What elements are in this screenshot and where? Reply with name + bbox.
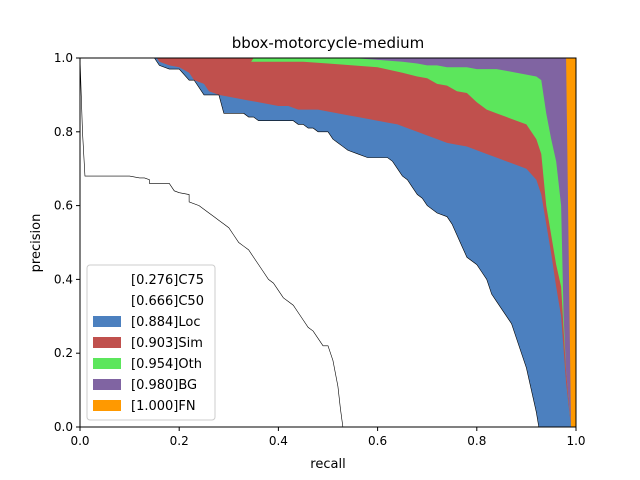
chart-title: bbox-motorcycle-medium [232, 34, 425, 52]
legend: [0.276]C75 [0.666]C50 [0.884]Loc [0.903]Sim… [86, 264, 216, 421]
y-tick-label: 1.0 [54, 51, 73, 65]
y-axis-label: precision [29, 214, 44, 273]
legend-swatch [93, 358, 121, 369]
plot-frame [79, 57, 577, 428]
y-tick-label: 0.4 [54, 272, 73, 286]
legend-label: [0.903]Sim [131, 336, 203, 351]
legend-label: [0.276]C75 [131, 273, 204, 288]
legend-label: [0.666]C50 [131, 294, 204, 309]
x-tick-label: 0.4 [269, 434, 288, 448]
y-tick-label: 0.6 [54, 199, 73, 213]
legend-swatch [93, 274, 121, 285]
legend-swatch [93, 337, 121, 348]
x-tick-label: 0.0 [70, 434, 89, 448]
x-tick-label: 0.6 [368, 434, 387, 448]
legend-swatch [93, 400, 121, 411]
legend-label: [0.884]Loc [131, 315, 200, 330]
legend-label: [1.000]FN [131, 399, 196, 414]
line-series-c75 [79, 57, 344, 428]
legend-swatch [93, 379, 121, 390]
legend-label: [0.980]BG [131, 378, 197, 393]
x-tick-label: 0.2 [170, 434, 189, 448]
x-axis: 0.0 0.2 0.4 0.6 0.8 1.0 [70, 427, 586, 448]
legend-label: [0.954]Oth [131, 357, 202, 372]
legend-swatch [93, 295, 121, 306]
y-tick-label: 0.2 [54, 346, 73, 360]
x-axis-label: recall [310, 457, 345, 472]
x-tick-label: 1.0 [566, 434, 585, 448]
legend-swatch [93, 316, 121, 327]
y-tick-label: 0.0 [54, 420, 73, 434]
y-tick-label: 0.8 [54, 125, 73, 139]
line-series-c50 [80, 57, 540, 428]
x-tick-label: 0.8 [467, 434, 486, 448]
y-axis: 0.0 0.2 0.4 0.6 0.8 1.0 [54, 51, 80, 434]
